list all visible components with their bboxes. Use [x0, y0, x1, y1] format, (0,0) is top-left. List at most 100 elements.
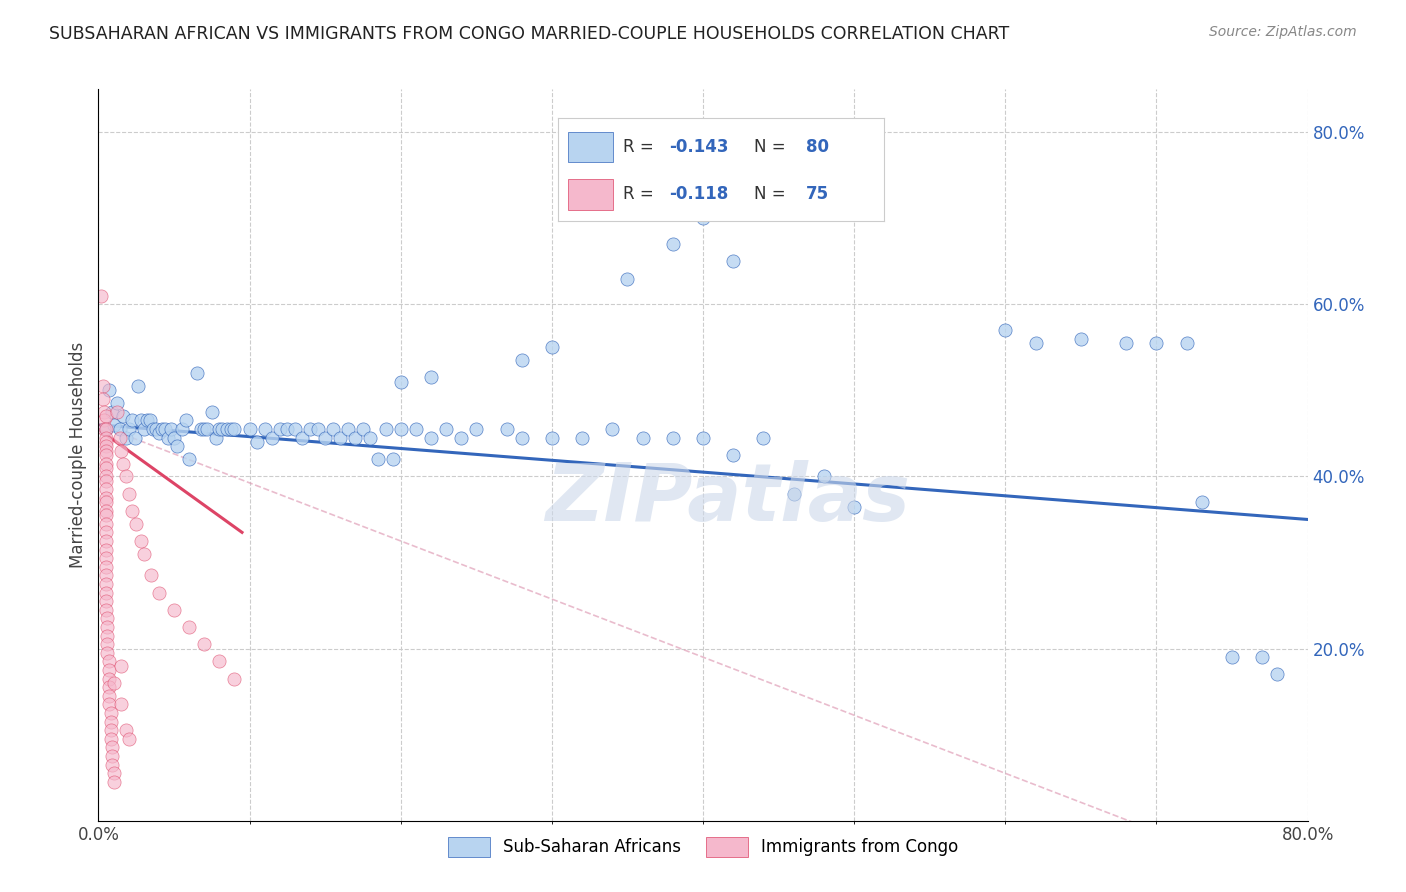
Point — [91, 392, 114, 406]
Point — [125, 516, 148, 531]
Point — [616, 271, 638, 285]
Point — [783, 486, 806, 500]
Point — [179, 452, 201, 467]
Point — [101, 757, 124, 772]
Point — [110, 443, 132, 458]
Point — [105, 405, 128, 419]
Point — [156, 431, 179, 445]
Point — [94, 422, 117, 436]
Point — [336, 422, 359, 436]
Point — [179, 620, 201, 634]
Point — [94, 533, 117, 548]
Point — [813, 469, 835, 483]
Point — [186, 366, 208, 380]
Point — [540, 431, 562, 445]
Point — [94, 443, 117, 458]
Point — [190, 422, 212, 436]
Point — [224, 422, 246, 436]
Text: ZIPatlas: ZIPatlas — [544, 459, 910, 538]
Point — [723, 254, 745, 268]
Point — [91, 379, 114, 393]
Point — [98, 655, 121, 669]
Point — [118, 486, 141, 500]
Point — [129, 413, 152, 427]
Point — [1251, 650, 1274, 665]
Point — [103, 775, 125, 789]
Point — [93, 405, 115, 419]
Point — [1191, 495, 1213, 509]
Point — [94, 422, 117, 436]
Point — [93, 422, 115, 436]
Point — [100, 706, 122, 720]
Point — [314, 431, 336, 445]
Point — [195, 422, 218, 436]
Point — [211, 422, 233, 436]
Point — [1024, 336, 1046, 351]
Point — [344, 431, 367, 445]
Point — [389, 375, 412, 389]
Point — [420, 370, 443, 384]
Point — [1070, 332, 1092, 346]
Point — [495, 422, 517, 436]
Point — [299, 422, 322, 436]
Point — [141, 568, 163, 582]
Point — [94, 483, 117, 497]
Point — [94, 585, 117, 599]
Point — [121, 504, 143, 518]
Point — [1220, 650, 1243, 665]
Point — [382, 452, 405, 467]
Point — [114, 431, 136, 445]
Point — [111, 409, 134, 424]
Point — [405, 422, 427, 436]
Point — [94, 525, 117, 540]
Point — [148, 585, 170, 599]
Point — [101, 749, 124, 764]
Point — [94, 516, 117, 531]
Point — [215, 422, 238, 436]
Point — [94, 594, 117, 608]
Point — [103, 676, 125, 690]
Point — [221, 422, 243, 436]
Point — [94, 457, 117, 471]
Point — [434, 422, 457, 436]
Point — [148, 426, 170, 441]
Point — [129, 533, 152, 548]
Point — [100, 723, 122, 738]
Point — [94, 542, 117, 557]
Point — [193, 637, 215, 651]
Point — [114, 469, 136, 483]
Point — [174, 413, 197, 427]
Point — [94, 491, 117, 505]
Point — [208, 422, 231, 436]
Point — [94, 439, 117, 453]
Point — [135, 413, 157, 427]
Point — [571, 431, 593, 445]
Point — [262, 431, 284, 445]
Point — [692, 431, 714, 445]
Point — [121, 413, 143, 427]
Point — [98, 689, 121, 703]
Point — [101, 740, 124, 755]
Point — [132, 422, 155, 436]
Point — [98, 663, 121, 677]
Point — [166, 439, 188, 453]
Point — [201, 405, 224, 419]
Point — [661, 431, 683, 445]
Point — [94, 568, 117, 582]
Point — [94, 559, 117, 574]
Point — [692, 211, 714, 226]
Point — [1175, 336, 1198, 351]
Point — [153, 422, 176, 436]
Text: Source: ZipAtlas.com: Source: ZipAtlas.com — [1209, 25, 1357, 39]
Point — [994, 323, 1017, 337]
Point — [510, 431, 533, 445]
Point — [110, 658, 132, 673]
Point — [98, 672, 121, 686]
Point — [367, 452, 389, 467]
Point — [631, 431, 654, 445]
Point — [101, 405, 124, 419]
Point — [94, 577, 117, 591]
Text: SUBSAHARAN AFRICAN VS IMMIGRANTS FROM CONGO MARRIED-COUPLE HOUSEHOLDS CORRELATIO: SUBSAHARAN AFRICAN VS IMMIGRANTS FROM CO… — [49, 25, 1010, 43]
Point — [98, 698, 121, 712]
Point — [160, 422, 183, 436]
